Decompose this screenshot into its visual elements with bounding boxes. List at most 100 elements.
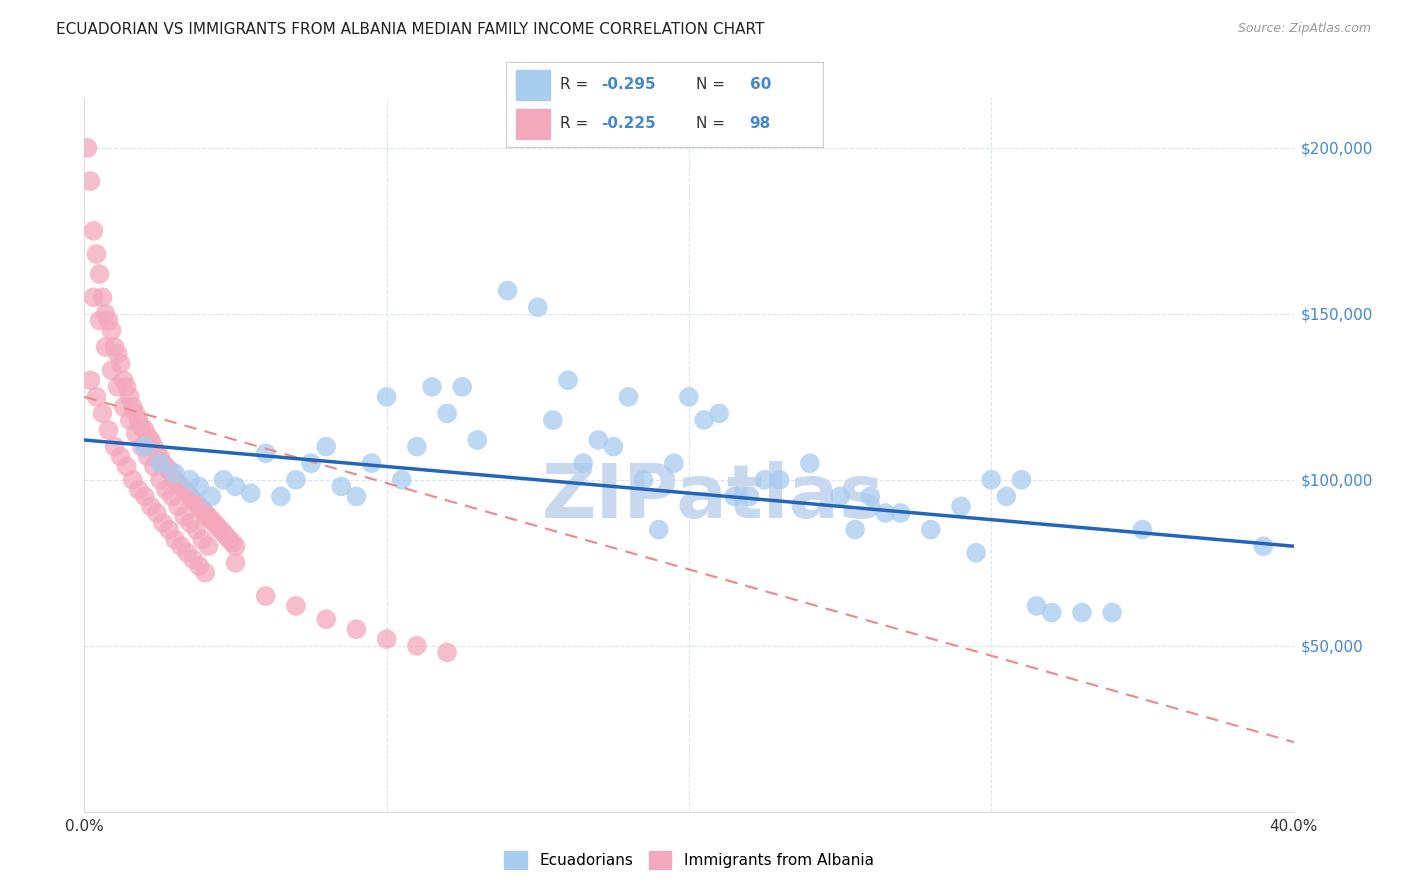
Point [617,390,640,404]
Point [82,224,104,238]
Point [121,400,143,414]
Point [995,490,1018,504]
Point [218,533,240,547]
Point [165,473,187,487]
Point [285,599,308,613]
Point [91,290,114,304]
Point [173,509,195,524]
Point [181,552,204,566]
Point [142,440,165,454]
Point [436,645,458,659]
Point [346,490,368,504]
Point [176,486,198,500]
Point [186,523,208,537]
Point [330,479,353,493]
Point [112,400,135,414]
Point [100,323,122,337]
Point [496,284,519,298]
Point [1130,523,1153,537]
Point [107,380,129,394]
Point [165,466,187,480]
Point [86,247,108,261]
Point [799,456,821,470]
Point [110,357,132,371]
Point [152,456,174,470]
Point [215,529,238,543]
Point [136,450,159,464]
Point [830,490,852,504]
Point [1253,539,1275,553]
Point [152,516,174,530]
Point [467,433,489,447]
Point [134,423,156,437]
Point [146,506,169,520]
Point [754,473,776,487]
Point [844,523,866,537]
Point [420,380,443,394]
Point [79,373,101,387]
Point [104,440,127,454]
Point [212,473,235,487]
Point [82,290,104,304]
Point [890,506,912,520]
Point [167,500,190,514]
Point [131,419,153,434]
Point [1025,599,1047,613]
Point [173,483,195,497]
Point [118,413,141,427]
Point [104,340,127,354]
Point [200,490,222,504]
Point [157,523,180,537]
Point [875,506,897,520]
Point [89,313,111,327]
Point [188,500,211,514]
Text: ZIPatlas: ZIPatlas [541,461,884,534]
Point [572,456,595,470]
Point [176,546,198,560]
Point [406,440,429,454]
Point [186,496,208,510]
Point [134,440,156,454]
Point [89,267,111,281]
Point [693,413,716,427]
Point [1071,606,1094,620]
Point [360,456,382,470]
Point [128,413,150,427]
Point [128,483,150,497]
Point [662,456,685,470]
Point [139,433,162,447]
Point [131,440,153,454]
Text: 98: 98 [749,116,770,131]
Point [112,373,135,387]
Point [950,500,973,514]
Point [110,450,132,464]
Point [406,639,429,653]
Point [149,473,172,487]
Point [602,440,624,454]
Point [134,490,156,504]
Point [94,307,117,321]
Point [157,463,180,477]
Point [225,556,247,570]
Point [188,479,211,493]
Point [315,612,337,626]
Point [167,476,190,491]
Point [375,390,398,404]
Point [859,490,882,504]
Point [315,440,337,454]
Point [149,450,172,464]
Point [202,516,225,530]
Point [170,539,193,553]
Point [91,406,114,420]
Point [254,589,277,603]
Point [100,363,122,377]
Point [965,546,987,560]
Point [299,456,322,470]
Point [142,459,165,474]
Point [165,533,187,547]
Point [1101,606,1123,620]
Point [146,446,169,460]
Point [723,490,745,504]
Point [1040,606,1063,620]
Point [375,632,398,647]
